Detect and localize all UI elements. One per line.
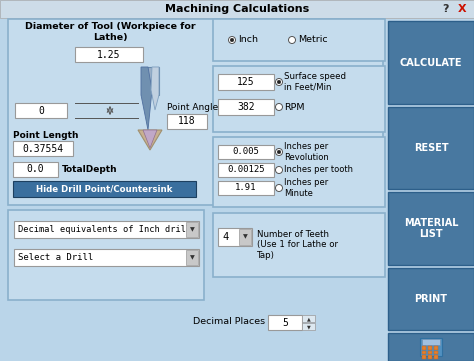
Bar xyxy=(0,0,474,18)
Text: 125: 125 xyxy=(237,77,255,87)
Text: 0.37554: 0.37554 xyxy=(22,144,64,153)
Bar xyxy=(15,103,67,118)
Bar xyxy=(218,99,274,115)
Polygon shape xyxy=(141,67,159,95)
Text: PRINT: PRINT xyxy=(414,294,447,304)
Text: 118: 118 xyxy=(178,117,196,126)
Bar xyxy=(13,181,196,197)
Text: Point Angle: Point Angle xyxy=(167,104,218,113)
Bar xyxy=(14,221,199,238)
Text: 0.00125: 0.00125 xyxy=(227,165,265,174)
Bar xyxy=(13,141,73,156)
Text: 5: 5 xyxy=(282,318,288,327)
Bar xyxy=(388,107,474,189)
Bar xyxy=(420,338,442,356)
Bar xyxy=(218,74,274,90)
Bar xyxy=(14,249,199,266)
Bar xyxy=(388,21,474,104)
Circle shape xyxy=(275,104,283,110)
Bar xyxy=(218,163,274,177)
Bar xyxy=(213,19,385,61)
Bar xyxy=(302,323,315,330)
Bar xyxy=(422,355,427,358)
Text: 0: 0 xyxy=(38,105,44,116)
Bar xyxy=(218,228,252,246)
Bar xyxy=(422,339,440,345)
Text: 1.91: 1.91 xyxy=(235,183,257,192)
Bar xyxy=(428,346,432,349)
Bar xyxy=(302,315,315,322)
Text: Surface speed
in Feet/Min: Surface speed in Feet/Min xyxy=(284,72,346,92)
Polygon shape xyxy=(151,67,159,110)
Text: ▼: ▼ xyxy=(190,255,194,260)
Circle shape xyxy=(277,80,281,84)
Text: Decimal equivalents of Inch drill: Decimal equivalents of Inch drill xyxy=(18,225,191,234)
Text: Inches per
Revolution: Inches per Revolution xyxy=(284,142,329,162)
Text: Inches per tooth: Inches per tooth xyxy=(284,165,353,174)
Bar xyxy=(434,351,438,354)
Text: Select a Drill: Select a Drill xyxy=(18,253,93,262)
Text: ▼: ▼ xyxy=(190,227,194,232)
Text: ▲: ▲ xyxy=(307,316,310,321)
Circle shape xyxy=(228,36,236,43)
Text: RESET: RESET xyxy=(414,143,448,153)
Bar xyxy=(213,213,385,277)
Bar xyxy=(434,355,438,358)
Bar xyxy=(8,210,204,300)
Circle shape xyxy=(275,78,283,86)
Bar xyxy=(75,47,143,62)
Bar xyxy=(239,229,251,245)
Polygon shape xyxy=(143,130,157,148)
Text: 0.005: 0.005 xyxy=(233,148,259,157)
Text: Metric: Metric xyxy=(298,35,328,44)
Text: 1.25: 1.25 xyxy=(97,49,121,60)
Text: Hide Drill Point/Countersink: Hide Drill Point/Countersink xyxy=(36,184,172,193)
Bar xyxy=(268,315,302,330)
Bar xyxy=(213,66,385,132)
Text: X: X xyxy=(458,4,466,14)
Bar xyxy=(213,137,385,207)
Text: CALCULATE: CALCULATE xyxy=(400,57,462,68)
Polygon shape xyxy=(141,67,152,130)
Circle shape xyxy=(275,166,283,174)
Circle shape xyxy=(277,150,281,154)
Text: RPM: RPM xyxy=(284,103,304,112)
Circle shape xyxy=(275,148,283,156)
Bar xyxy=(388,333,474,361)
Bar xyxy=(218,145,274,159)
Bar xyxy=(388,268,474,330)
Text: Diameter of Tool (Workpiece for
Lathe): Diameter of Tool (Workpiece for Lathe) xyxy=(25,22,195,42)
Text: Decimal Places: Decimal Places xyxy=(193,318,265,326)
Bar xyxy=(13,162,58,177)
Text: Inches per
Minute: Inches per Minute xyxy=(284,178,328,198)
Text: Inch: Inch xyxy=(238,35,258,44)
Text: 382: 382 xyxy=(237,102,255,112)
Bar xyxy=(428,355,432,358)
Circle shape xyxy=(275,184,283,191)
Circle shape xyxy=(289,36,295,43)
Polygon shape xyxy=(138,130,162,150)
Text: MATERIAL
LIST: MATERIAL LIST xyxy=(404,218,458,239)
Bar xyxy=(186,222,198,237)
Text: TotalDepth: TotalDepth xyxy=(62,165,118,174)
Circle shape xyxy=(230,38,234,42)
Text: ▼: ▼ xyxy=(243,235,247,239)
Bar xyxy=(434,346,438,349)
Text: ▼: ▼ xyxy=(307,324,310,329)
Text: Number of Teeth
(Use 1 for Lathe or
Tap): Number of Teeth (Use 1 for Lathe or Tap) xyxy=(257,230,338,260)
Text: 0.0: 0.0 xyxy=(27,165,44,174)
Text: Machining Calculations: Machining Calculations xyxy=(165,4,309,14)
Bar xyxy=(388,192,474,265)
Text: ?: ? xyxy=(443,4,449,14)
Bar xyxy=(422,351,427,354)
Bar xyxy=(428,351,432,354)
Bar xyxy=(8,19,383,205)
Text: Point Length: Point Length xyxy=(13,131,79,140)
Bar xyxy=(167,114,207,129)
Text: 4: 4 xyxy=(222,232,228,242)
Bar xyxy=(186,250,198,265)
Bar xyxy=(218,181,274,195)
Bar xyxy=(422,346,427,349)
